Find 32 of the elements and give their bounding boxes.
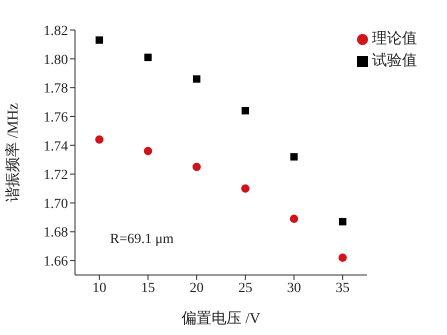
x-tick-label: 30 [287, 280, 301, 296]
x-tick-label: 35 [336, 280, 350, 296]
point [241, 184, 250, 193]
x-tick-label: 20 [190, 280, 204, 296]
y-tick-label: 1.78 [44, 82, 68, 97]
y-tick-label: 1.82 [44, 24, 68, 39]
point [144, 146, 152, 156]
y-tick-label: 1.80 [44, 52, 68, 68]
x-tick-label: 25 [238, 280, 252, 296]
point [96, 36, 104, 44]
point [192, 75, 200, 83]
y-tick-label: 1.72 [44, 168, 68, 184]
legend-label: 理论值 [372, 31, 417, 47]
y-tick-label: 1.74 [44, 139, 68, 154]
y-tick-label: 1.68 [44, 226, 68, 241]
x-tick-label: 15 [141, 280, 155, 296]
point [338, 254, 347, 262]
x-axis-title: 偏置电压 /V [182, 310, 261, 327]
point [192, 162, 201, 172]
y-axis-title: 谐振频率 /MHz [4, 102, 22, 202]
y-tick-label: 1.70 [44, 196, 68, 212]
point [242, 107, 250, 114]
annotation: R=69.1 μm [110, 232, 174, 248]
y-tick-label: 1.76 [44, 110, 68, 126]
point [290, 153, 298, 161]
point [95, 135, 104, 144]
point [290, 214, 298, 223]
legend-label: 试验值 [372, 53, 417, 69]
x-tick-label: 10 [92, 280, 106, 296]
point [144, 54, 152, 62]
point [338, 218, 346, 226]
y-tick-label: 1.66 [44, 254, 68, 270]
